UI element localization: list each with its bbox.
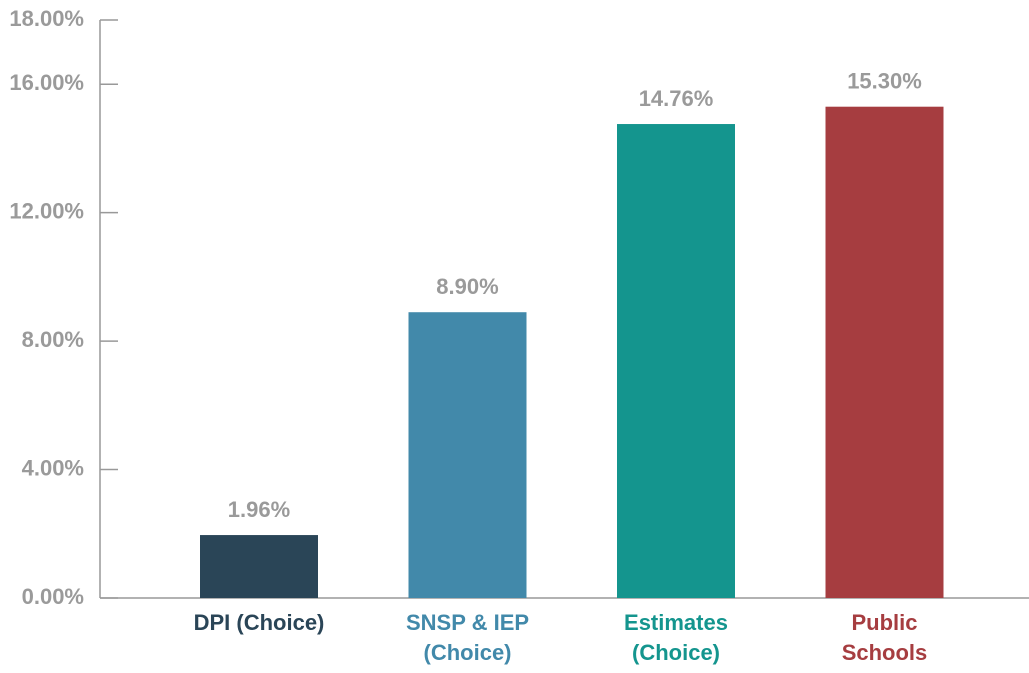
value-label: 15.30% <box>847 69 922 94</box>
value-label: 1.96% <box>228 497 290 522</box>
bar <box>617 124 735 598</box>
bar <box>200 535 318 598</box>
bar <box>408 312 527 598</box>
x-tick-label: Public Schools <box>841 610 928 665</box>
value-label: 8.90% <box>436 274 498 299</box>
y-tick-label: 8.00% <box>22 327 84 352</box>
x-tick-label: SNSP & IEP (Choice) <box>405 610 530 665</box>
y-tick-label: 4.00% <box>22 455 84 480</box>
value-label: 14.76% <box>639 86 714 111</box>
x-tick-label: DPI (Choice) <box>193 610 325 635</box>
y-tick-label: 12.00% <box>9 198 84 223</box>
x-tick-label: Estimates (Choice) <box>624 610 728 665</box>
y-tick-label: 18.00% <box>9 6 84 31</box>
y-tick-label: 0.00% <box>22 584 84 609</box>
y-tick-label: 16.00% <box>9 70 84 95</box>
bar <box>825 106 944 598</box>
